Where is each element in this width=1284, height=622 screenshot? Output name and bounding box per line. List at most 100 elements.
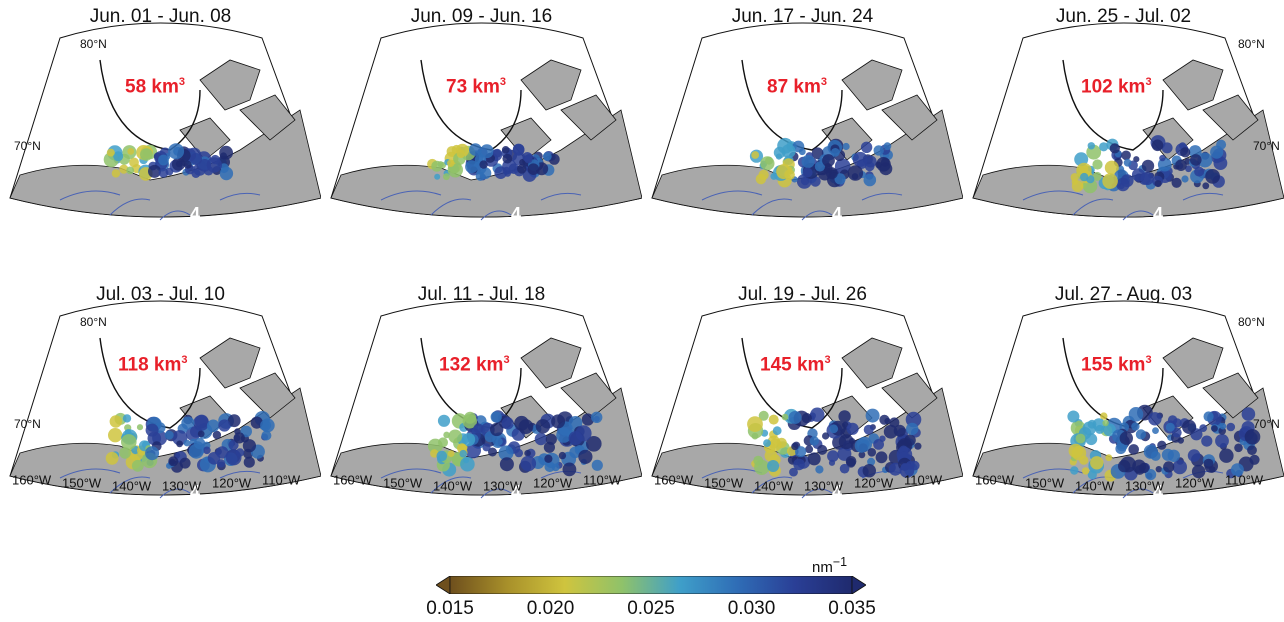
data-pixel	[753, 455, 764, 466]
data-pixel	[219, 152, 228, 160]
data-pixel	[1244, 429, 1261, 445]
data-pixel	[479, 160, 488, 169]
data-pixel	[763, 439, 771, 447]
data-pixel	[1099, 142, 1109, 152]
data-pixel	[436, 450, 448, 462]
data-pixel	[1234, 443, 1243, 453]
colorbar-tick-label: 0.030	[727, 598, 776, 619]
panel-title: Jul. 27 - Aug. 03	[1054, 284, 1193, 305]
river	[1122, 488, 1154, 499]
land-island	[199, 337, 261, 389]
data-pixel	[1105, 454, 1113, 462]
data-pixel	[791, 442, 799, 451]
data-pixel	[838, 434, 854, 450]
data-pixel	[517, 164, 527, 174]
river	[380, 468, 442, 479]
data-pixel	[535, 419, 551, 434]
river	[159, 210, 191, 221]
region-label: 4	[190, 482, 200, 502]
land-island	[1162, 59, 1224, 111]
colorbar-tick-label: 0.035	[828, 598, 876, 619]
data-pixel	[578, 449, 593, 464]
data-pixel	[122, 414, 132, 423]
data-pixel	[1211, 425, 1218, 432]
lon-label: 110°W	[583, 473, 622, 488]
data-pixel	[168, 143, 185, 160]
data-pixel	[1090, 456, 1104, 470]
lon-label: 160°W	[975, 473, 1015, 488]
river	[219, 470, 261, 479]
data-pixel	[817, 444, 828, 455]
data-pixel	[858, 451, 866, 459]
data-pixel	[129, 157, 139, 168]
region-label: 4	[511, 204, 521, 224]
lat-label: 70°N	[14, 417, 41, 431]
data-pixel	[233, 432, 245, 444]
river	[751, 198, 793, 216]
map-svg: 4	[330, 22, 642, 224]
data-pixel	[591, 459, 603, 471]
data-pixel	[875, 451, 888, 464]
data-pixel	[145, 423, 159, 437]
data-pixel	[490, 422, 504, 437]
lon-label: 110°W	[1225, 473, 1264, 488]
data-pixel	[846, 422, 859, 435]
map-panel: Jul. 03 - Jul. 10 4 80°N 70°N 160°W 150°W 140°…	[0, 278, 321, 558]
data-pixel	[814, 161, 825, 172]
data-pixel	[826, 167, 838, 180]
data-pixel	[1161, 142, 1173, 154]
data-pixel	[768, 414, 779, 425]
colorbar-high-arrow	[851, 576, 866, 594]
data-pixel	[191, 169, 201, 178]
data-pixel	[545, 433, 557, 445]
data-pixel	[1247, 445, 1257, 456]
data-pixel	[228, 440, 239, 451]
data-pixel	[889, 417, 900, 428]
data-pixel	[1074, 152, 1089, 167]
data-pixel	[501, 417, 514, 430]
land-island	[1142, 395, 1194, 439]
lon-label: 150°W	[62, 476, 102, 491]
data-pixel	[1230, 463, 1244, 477]
data-pixel	[1148, 412, 1162, 426]
data-pixel	[1159, 154, 1166, 162]
colorbar-low-arrow	[436, 576, 451, 594]
data-pixel	[1081, 467, 1090, 475]
land-island	[199, 59, 261, 111]
data-pixel	[864, 155, 877, 168]
data-pixel	[879, 414, 890, 425]
data-pixel	[770, 172, 778, 180]
data-pixel	[140, 148, 153, 161]
data-pixel	[235, 448, 245, 457]
data-pixel	[810, 407, 825, 422]
data-pixel	[772, 426, 782, 436]
data-pixel	[469, 143, 482, 156]
region-label: 4	[511, 482, 521, 502]
land-island	[881, 372, 938, 419]
data-pixel	[904, 434, 916, 446]
river	[1182, 192, 1224, 201]
data-pixel	[867, 448, 877, 457]
river	[1072, 198, 1114, 216]
ice-edge-line	[741, 337, 843, 429]
data-pixel	[893, 424, 906, 437]
river	[540, 192, 582, 201]
data-pixel	[863, 424, 874, 435]
river	[1122, 210, 1154, 221]
map-svg: 4 80°N 70°N 160°W 150°W 140°W 130°W 120°W 110°W	[972, 300, 1284, 502]
data-pixel	[183, 439, 191, 447]
land-island	[1202, 94, 1259, 141]
data-pixel	[465, 160, 479, 174]
data-pixel	[899, 463, 915, 478]
data-pixel	[1157, 440, 1167, 450]
data-pixel	[499, 457, 514, 472]
data-pixel	[206, 157, 222, 173]
ice-edge-line	[741, 59, 843, 151]
data-pixel	[190, 153, 203, 165]
data-pixel	[867, 457, 876, 466]
data-pixel	[829, 424, 839, 434]
river	[59, 190, 121, 201]
data-pixel	[784, 169, 795, 180]
data-pixel	[795, 446, 807, 458]
data-pixel	[854, 438, 869, 453]
